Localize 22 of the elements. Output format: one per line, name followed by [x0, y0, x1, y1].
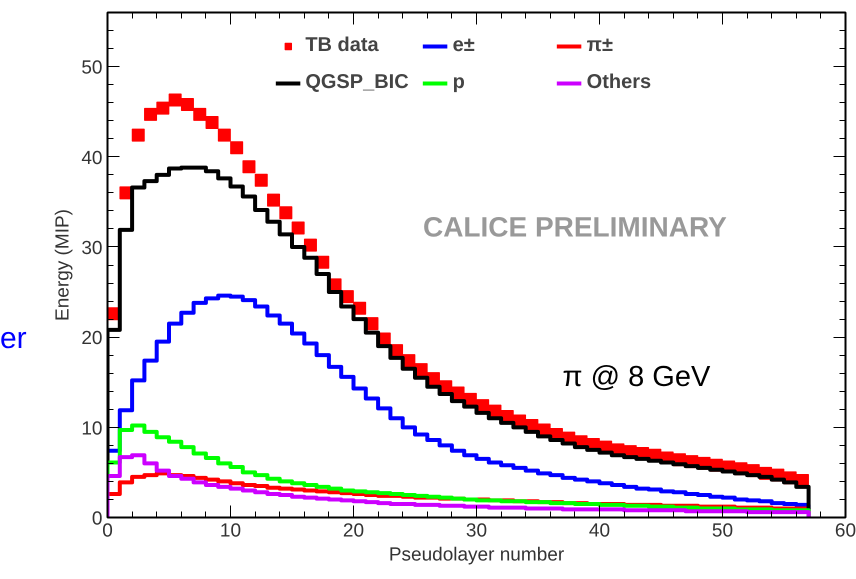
y-tick-label: 10	[81, 418, 103, 440]
x-tick-label: 30	[466, 520, 488, 542]
legend-label: Others	[586, 71, 652, 94]
x-tick-label: 20	[342, 520, 364, 542]
y-tick-label: 30	[81, 238, 103, 259]
x-tick-label: 50	[712, 520, 734, 542]
legend-label: QGSP_BIC	[305, 71, 409, 94]
text: er	[0, 321, 27, 357]
x-axis-title: Pseudolayer number	[388, 544, 565, 566]
legend-label: p	[452, 71, 466, 94]
legend-label: π±	[586, 34, 614, 57]
x-tick-label: 10	[220, 520, 242, 542]
y-tick-label: 50	[81, 58, 103, 79]
y-tick-label: 20	[81, 328, 103, 350]
annotation: π @ 8 GeV	[562, 361, 711, 394]
y-tick-label: 40	[81, 148, 103, 169]
y-axis-title: Energy (MIP)	[52, 209, 74, 321]
x-tick-label: 60	[834, 520, 856, 542]
legend-label: e±	[452, 34, 476, 57]
x-tick-label: 40	[588, 520, 610, 542]
legend-label: TB data	[305, 34, 380, 57]
annotation: CALICE PRELIMINARY	[422, 211, 728, 242]
